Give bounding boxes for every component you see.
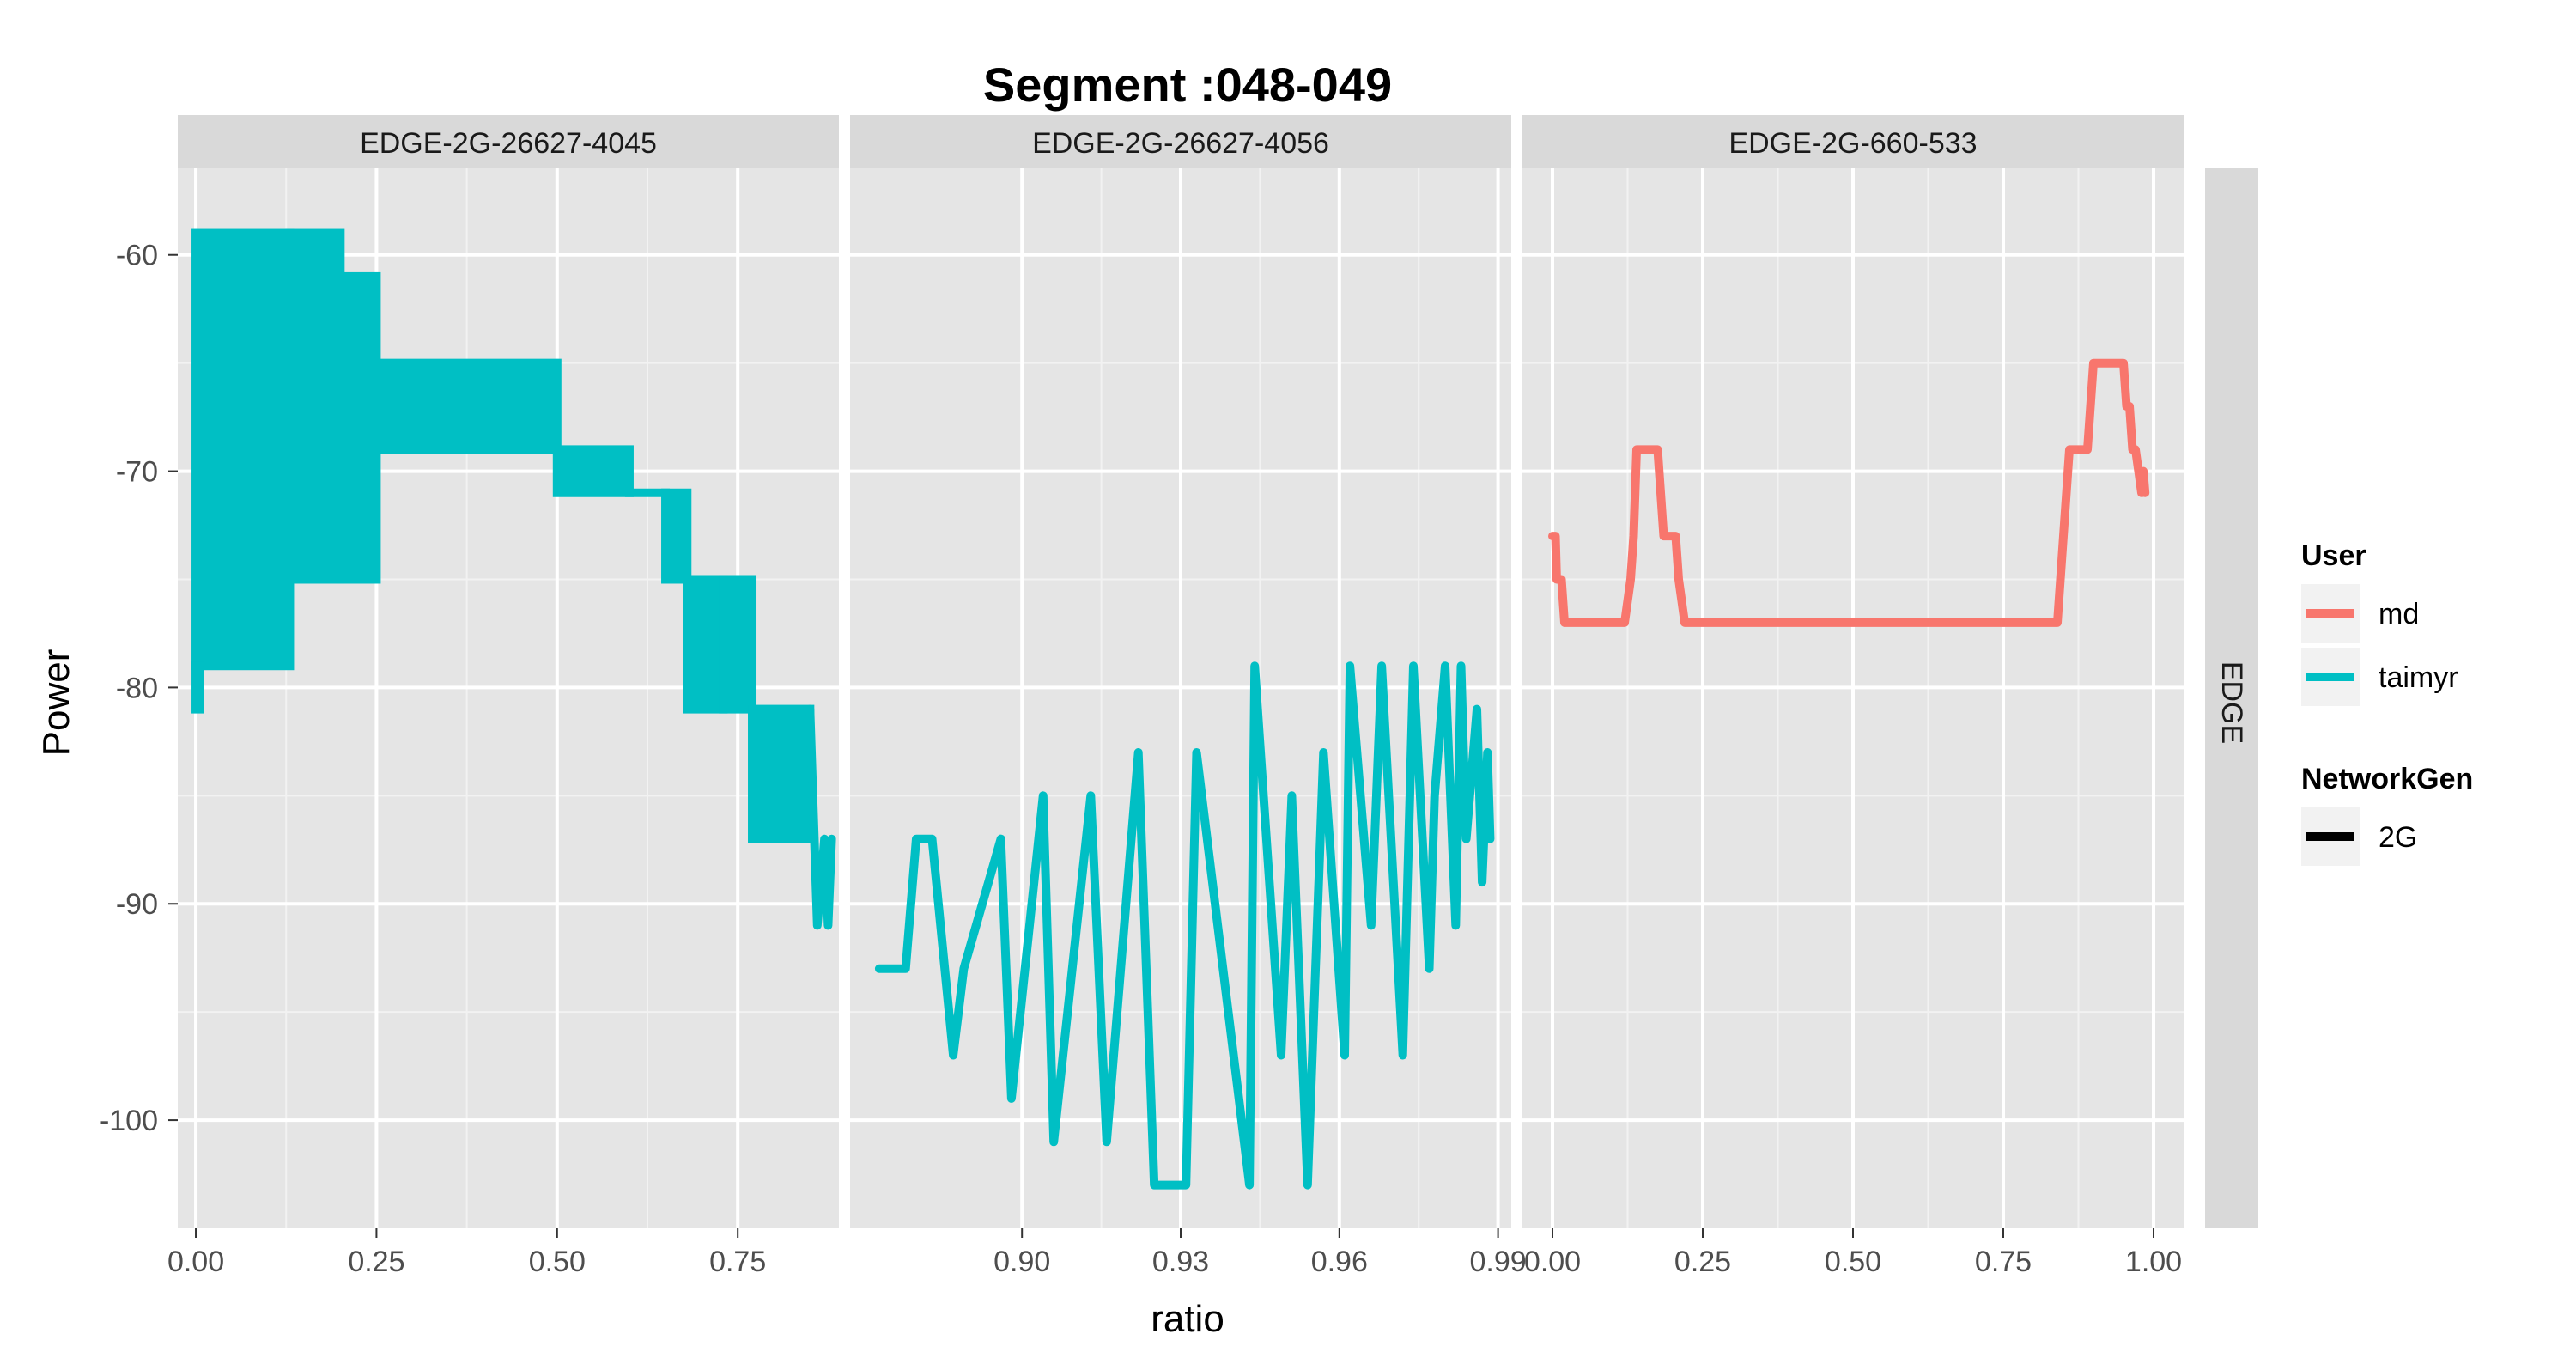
panel-data [1548, 358, 2150, 627]
series-md [1548, 358, 2150, 627]
legend-network-2g: 2G [2301, 807, 2417, 866]
x-tick-label: 0.25 [1674, 1245, 1731, 1278]
series-band [624, 488, 671, 497]
facet-strip [850, 115, 1511, 168]
chart-title: Segment :048-049 [983, 58, 1392, 112]
y-tick-label: -100 [100, 1105, 158, 1137]
legend-user-md: md [2301, 584, 2419, 643]
legend-label-md: md [2379, 598, 2419, 630]
x-tick-label: 0.00 [167, 1245, 224, 1278]
series-band [719, 575, 757, 714]
legend-label-taimyr: taimyr [2379, 661, 2458, 694]
x-tick-label: 0.25 [348, 1245, 404, 1278]
x-tick-label: 0.50 [1825, 1245, 1881, 1278]
series-taimyr [191, 228, 836, 930]
facet-strip [1522, 115, 2184, 168]
panel-data [874, 661, 1495, 1190]
x-tick-label: 1.00 [2125, 1245, 2182, 1278]
row-strip: EDGE [2205, 168, 2258, 1228]
x-axis-title: ratio [1151, 1298, 1224, 1340]
legend-user-taimyr: taimyr [2301, 648, 2458, 706]
series-band [191, 661, 204, 714]
y-tick-label: -80 [116, 672, 158, 704]
legend: User md taimyr NetworkGen 2G [2301, 539, 2473, 866]
row-strip-label: EDGE [2215, 661, 2248, 744]
y-tick-label: -70 [116, 456, 158, 489]
legend-user-title: User [2301, 539, 2366, 572]
legend-network-title: NetworkGen [2301, 763, 2473, 795]
facet-panel: EDGE-2G-660-533 0.00 0.25 0.50 0.75 1.00 [1522, 115, 2184, 1278]
x-tick-label: 0.00 [1524, 1245, 1581, 1278]
facet-strip-label: EDGE-2G-660-533 [1728, 127, 1977, 160]
x-tick-label: 0.96 [1311, 1245, 1368, 1278]
x-tick-label: 0.90 [993, 1245, 1050, 1278]
facet-panel: EDGE-2G-26627-4045 0.00 0.25 0.50 0.75 [167, 115, 839, 1278]
facet-strip [178, 115, 839, 168]
x-tick-label: 0.50 [529, 1245, 586, 1278]
series-band [661, 488, 692, 584]
row-strip-background [2205, 168, 2258, 1228]
x-tick-label: 0.75 [1975, 1245, 2032, 1278]
series-band [191, 228, 295, 671]
series-band [285, 228, 345, 584]
x-tick-label: 0.99 [1470, 1245, 1527, 1278]
y-tick-label: -60 [116, 240, 158, 272]
y-axis: Power -60 -70 -80 -90 -100 [35, 240, 178, 1137]
series-line [805, 704, 836, 930]
facet-panel: EDGE-2G-26627-4056 0.90 0.93 0.96 0.99 [850, 115, 1527, 1278]
y-tick-label: -90 [116, 888, 158, 921]
panel-data [191, 228, 836, 930]
series-band [552, 445, 634, 497]
series-band [372, 358, 562, 454]
x-tick-label: 0.93 [1152, 1245, 1209, 1278]
x-tick-label: 0.75 [709, 1245, 766, 1278]
facet-strip-label: EDGE-2G-26627-4045 [360, 127, 657, 160]
series-band [748, 704, 815, 843]
y-axis-title: Power [35, 649, 77, 757]
series-line [874, 661, 1495, 1190]
legend-label-2g: 2G [2379, 821, 2417, 854]
facet-strip-label: EDGE-2G-26627-4056 [1032, 127, 1329, 160]
series-line [1548, 358, 2150, 627]
series-taimyr [874, 661, 1495, 1190]
